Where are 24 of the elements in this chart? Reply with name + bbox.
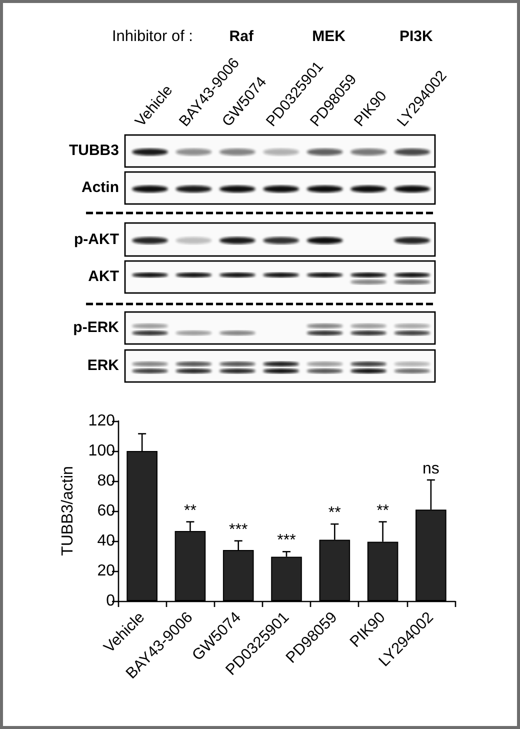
y-tick-label: 0 [106, 592, 116, 610]
y-tick-label: 120 [88, 412, 116, 430]
text: MEK [312, 27, 346, 47]
y-axis-title: TUBB3/actin [60, 466, 76, 556]
text: TUBB3 [68, 141, 119, 161]
text: Raf [229, 27, 254, 47]
annotation: *** [277, 532, 296, 550]
text: AKT [88, 267, 119, 287]
text: Actin [82, 178, 119, 198]
annotation: ** [184, 502, 196, 520]
y-tick-label: 100 [88, 442, 116, 460]
y-tick-label: 20 [97, 562, 116, 580]
y-tick-label: 40 [97, 532, 116, 550]
y-tick-label: 80 [97, 472, 116, 490]
annotation: *** [229, 521, 248, 538]
text: ERK [87, 356, 119, 376]
annotation: ** [328, 504, 341, 522]
text: Inhibitor of : [112, 27, 193, 47]
annotation: ** [376, 502, 390, 520]
y-tick-label: 60 [97, 502, 116, 520]
annotation: ns [422, 460, 440, 478]
text: p-AKT [74, 230, 119, 250]
text: p-ERK [73, 318, 119, 338]
text: PI3K [400, 27, 433, 47]
